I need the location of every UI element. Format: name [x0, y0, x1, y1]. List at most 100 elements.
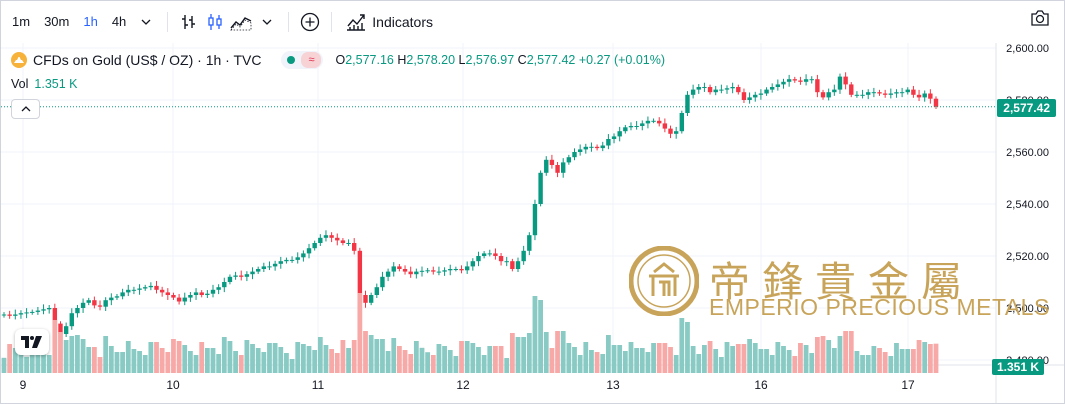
volume-bar: [120, 352, 126, 373]
volume-bar: [685, 322, 690, 373]
volume-bar: [673, 355, 679, 373]
candle-body: [374, 287, 379, 295]
volume-bar: [476, 347, 481, 373]
volume-bar: [775, 342, 781, 373]
timeframe-chevron-down-icon[interactable]: [133, 8, 159, 36]
volume-bar: [238, 355, 244, 373]
candle-body: [719, 89, 724, 91]
volume-bar: [199, 342, 205, 373]
candle-body: [182, 297, 187, 302]
candle-body: [267, 266, 272, 268]
candle-body: [515, 261, 521, 269]
chart-type-chevron-down-icon[interactable]: [254, 8, 280, 36]
volume-bar: [905, 349, 911, 373]
volume-bar: [854, 351, 860, 373]
candle-body: [244, 274, 250, 277]
volume-bar: [899, 349, 905, 373]
tradingview-logo-icon[interactable]: [15, 329, 49, 355]
candle-body: [561, 162, 566, 173]
bars-style-icon[interactable]: [176, 8, 202, 36]
area-style-icon[interactable]: [228, 8, 254, 36]
volume-bar: [549, 348, 555, 373]
volume-bar: [888, 356, 894, 373]
volume-bar: [363, 331, 368, 373]
candle-body: [504, 261, 509, 263]
volume-bar: [284, 353, 289, 373]
candle-body: [600, 145, 605, 149]
volume-bar: [142, 355, 148, 373]
volume-bar: [820, 336, 826, 373]
volume-bar: [758, 349, 764, 373]
volume-bar: [826, 340, 832, 373]
volume-bar: [741, 344, 747, 373]
candle-body: [13, 314, 18, 316]
candle-body: [24, 312, 29, 314]
candle-body: [227, 276, 233, 282]
candle-body: [402, 269, 408, 272]
candle-body: [453, 269, 459, 270]
volume-bar: [871, 346, 877, 373]
candle-body: [188, 295, 193, 298]
low-value: 2,576.97: [465, 53, 515, 67]
volume-bar: [29, 344, 35, 373]
volume-bar: [125, 341, 131, 373]
volume-bar: [216, 354, 222, 373]
candle-body: [544, 159, 549, 173]
candle-body: [210, 289, 216, 294]
candle-body: [899, 92, 905, 94]
volume-bar: [340, 340, 346, 373]
candle-body: [922, 93, 927, 98]
volume-bar: [244, 340, 250, 373]
volume-bar: [46, 355, 52, 373]
volume-bar: [63, 340, 69, 373]
volume-bar: [639, 348, 645, 373]
timeframe-1m-button[interactable]: 1m: [12, 14, 31, 29]
camera-snapshot-icon[interactable]: [1030, 9, 1050, 32]
volume-bar: [233, 351, 238, 373]
market-status[interactable]: ≈: [281, 51, 324, 69]
volume-bar: [803, 345, 809, 373]
candle-body: [753, 94, 758, 98]
compare-add-icon[interactable]: [297, 8, 323, 36]
candle-body: [233, 275, 238, 277]
timeframe-4h-button[interactable]: 4h: [111, 14, 127, 29]
volume-bar: [317, 337, 323, 373]
volume-bar: [69, 336, 75, 373]
candle-body: [114, 296, 120, 298]
candle-body: [583, 146, 588, 150]
candle-body: [894, 92, 899, 94]
volume-bar: [430, 355, 436, 373]
candle-body: [860, 94, 865, 96]
volume-bar: [662, 343, 668, 373]
price-tick-label: 2,520.00: [1006, 251, 1049, 263]
volume-bar: [831, 348, 837, 373]
indicators-button[interactable]: Indicators: [340, 8, 439, 36]
volume-bar: [894, 343, 899, 373]
volume-bar: [577, 355, 583, 373]
price-tick-label: 2,500.00: [1006, 303, 1049, 315]
candle-body: [63, 326, 69, 334]
collapse-legend-button[interactable]: [11, 99, 40, 119]
volume-bar: [357, 293, 363, 373]
volume-bar: [747, 339, 752, 373]
candle-body: [928, 93, 933, 99]
candle-body: [295, 257, 300, 260]
symbol-title[interactable]: CFDs on Gold (US$ / OZ) · 1h · TVC: [33, 52, 262, 68]
candle-body: [103, 300, 108, 307]
toolbar-divider: [167, 12, 169, 32]
volume-bar: [385, 351, 391, 373]
volume-bar: [718, 357, 724, 373]
candles-style-icon[interactable]: [202, 8, 228, 36]
timeframe-1h-button[interactable]: 1h: [83, 14, 98, 29]
volume-bar: [137, 351, 142, 373]
candle-body: [459, 269, 464, 271]
candle-body: [80, 302, 86, 308]
price-tick-label: 2,560.00: [1006, 147, 1049, 159]
volume-bar: [493, 346, 498, 373]
candle-body: [572, 152, 577, 158]
price-chart[interactable]: 2,600.002,580.002,560.002,540.002,520.00…: [1, 43, 1064, 403]
time-axis-label: 12: [456, 378, 470, 392]
timeframe-30m-button[interactable]: 30m: [44, 14, 70, 29]
volume-bar: [312, 350, 318, 373]
candle-body: [289, 259, 295, 261]
